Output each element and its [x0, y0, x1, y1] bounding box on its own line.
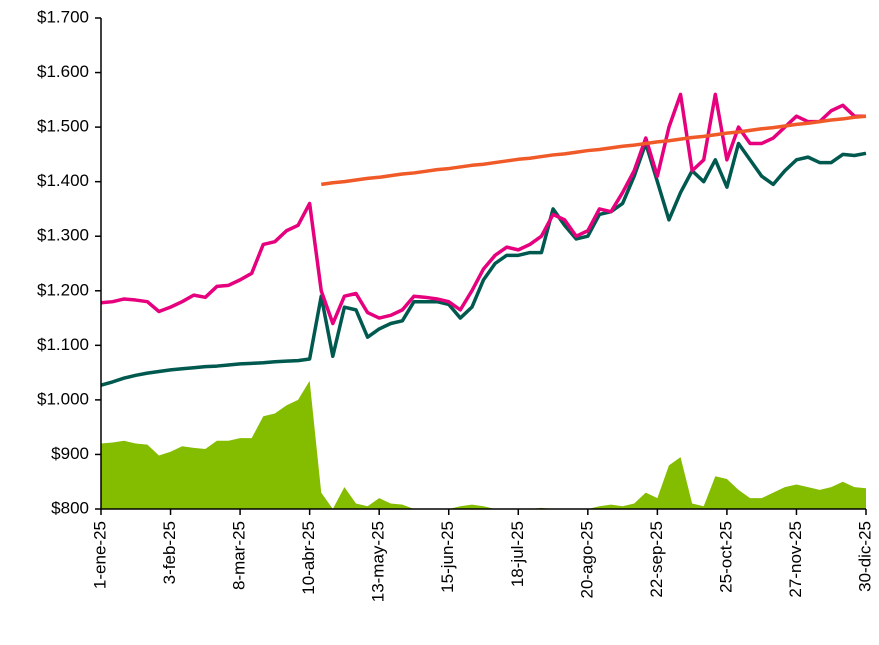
y-tick-label: $1.700 — [37, 7, 89, 26]
x-tick-label: 3-feb-25 — [160, 521, 179, 584]
y-tick-label: $800 — [51, 498, 89, 517]
y-tick-label: $1.600 — [37, 62, 89, 81]
line — [100, 141, 867, 387]
line — [100, 92, 866, 326]
x-tick-label: 25-oct-25 — [716, 521, 735, 593]
x-tick-label: 8-mar-25 — [230, 521, 249, 590]
x-tick-label: 15-jun-25 — [438, 521, 457, 593]
y-tick-label: $1.000 — [37, 389, 89, 408]
x-tick-label: 20-ago-25 — [577, 521, 596, 599]
y-tick-label: $1.200 — [37, 280, 89, 299]
y-tick-label: $1.300 — [37, 226, 89, 245]
y-tick-label: $1.100 — [37, 335, 89, 354]
area — [101, 380, 866, 509]
x-tick-label: 22-sep-25 — [647, 521, 666, 598]
x-tick-label: 1-ene-25 — [90, 521, 109, 589]
x-tick-label: 18-jul-25 — [508, 521, 527, 587]
x-tick-label: 27-nov-25 — [786, 521, 805, 598]
line — [320, 114, 867, 187]
x-tick-label: 13-may-25 — [369, 521, 388, 602]
x-tick-label: 10-abr-25 — [299, 521, 318, 595]
y-tick-label: $1.500 — [37, 117, 89, 136]
y-tick-label: $1.400 — [37, 171, 89, 190]
y-tick-label: $900 — [51, 444, 89, 463]
x-tick-label: 30-dic-25 — [855, 521, 874, 592]
